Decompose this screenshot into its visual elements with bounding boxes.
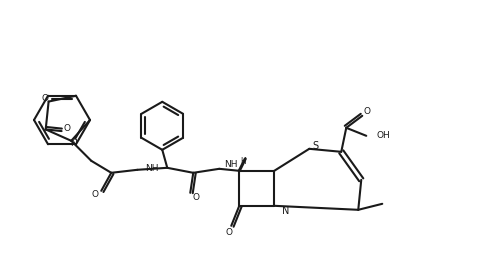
Text: N: N bbox=[70, 139, 77, 148]
Text: OH: OH bbox=[376, 131, 390, 140]
Text: O: O bbox=[63, 124, 70, 133]
Text: NH: NH bbox=[224, 160, 238, 169]
Text: O: O bbox=[364, 107, 371, 116]
Text: O: O bbox=[41, 94, 48, 103]
Text: S: S bbox=[312, 141, 318, 151]
Text: O: O bbox=[193, 193, 200, 202]
Text: H: H bbox=[241, 157, 246, 166]
Text: N: N bbox=[282, 206, 290, 216]
Text: O: O bbox=[226, 228, 233, 237]
Text: O: O bbox=[92, 190, 99, 199]
Text: NH: NH bbox=[145, 164, 159, 173]
